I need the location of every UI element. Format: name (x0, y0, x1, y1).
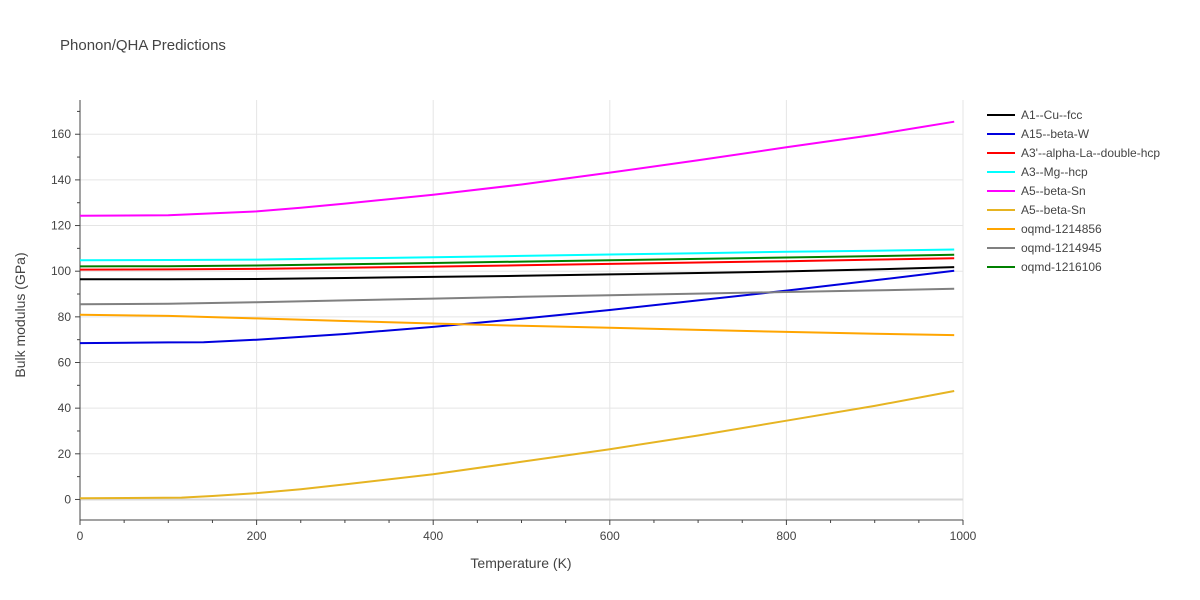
legend-item[interactable]: A15--beta-W (987, 127, 1090, 141)
series-line-4 (79, 248, 955, 262)
y-tick-label: 0 (64, 492, 71, 506)
series-line-1 (80, 266, 955, 281)
series-line-2 (79, 269, 955, 345)
y-tick-labels: 0 20 40 60 80 100 120 140 160 (51, 127, 71, 506)
x-tick-label: 200 (247, 529, 267, 543)
series-line-5 (79, 120, 955, 217)
legend-item[interactable]: A1--Cu--fcc (987, 108, 1082, 122)
legend-item[interactable]: A3--Mg--hcp (987, 165, 1088, 179)
y-tick-label: 20 (58, 447, 72, 461)
y-tick-label: 60 (58, 356, 72, 370)
legend-label: A5--beta-Sn (1021, 184, 1086, 198)
x-tick-label: 600 (600, 529, 620, 543)
legend-label: A1--Cu--fcc (1021, 108, 1082, 122)
grid-layer (80, 100, 964, 520)
x-tick-label: 1000 (950, 529, 977, 543)
legend-item[interactable]: oqmd-1214945 (987, 241, 1102, 255)
y-tick-label: 140 (51, 173, 71, 187)
series-layer (79, 120, 955, 500)
series-line-8 (79, 287, 955, 306)
series-line-9 (79, 253, 955, 268)
legend-label: oqmd-1214945 (1021, 241, 1102, 255)
x-tick-label: 0 (77, 529, 84, 543)
x-tick-labels: 0 200 400 600 800 1000 (77, 529, 977, 543)
legend-label: A15--beta-W (1021, 127, 1090, 141)
x-tick-label: 400 (423, 529, 443, 543)
x-axis-title: Temperature (K) (470, 555, 571, 571)
legend-item[interactable]: A5--beta-Sn (987, 203, 1086, 217)
y-tick-label: 100 (51, 264, 71, 278)
y-tick-label: 40 (58, 401, 72, 415)
legend: A1--Cu--fcc A15--beta-W A3'--alpha-La--dou… (987, 108, 1160, 274)
legend-item[interactable]: A5--beta-Sn (987, 184, 1086, 198)
legend-label: A3--Mg--hcp (1021, 165, 1088, 179)
series-line-3 (79, 257, 955, 271)
y-tick-label: 120 (51, 219, 71, 233)
series-line-7 (79, 313, 955, 337)
chart-title: Phonon/QHA Predictions (60, 37, 226, 54)
legend-label: oqmd-1214856 (1021, 222, 1102, 236)
legend-item[interactable]: oqmd-1214856 (987, 222, 1102, 236)
legend-item[interactable]: oqmd-1216106 (987, 260, 1102, 274)
legend-label: oqmd-1216106 (1021, 260, 1102, 274)
y-axis-title: Bulk modulus (GPa) (12, 252, 28, 377)
legend-label: A3'--alpha-La--double-hcp (1021, 146, 1160, 160)
axes-layer (75, 100, 964, 525)
x-tick-label: 800 (776, 529, 796, 543)
legend-item[interactable]: A3'--alpha-La--double-hcp (987, 146, 1160, 160)
y-tick-label: 80 (58, 310, 72, 324)
y-tick-label: 160 (51, 127, 71, 141)
series-line-6 (79, 390, 955, 500)
legend-label: A5--beta-Sn (1021, 203, 1086, 217)
